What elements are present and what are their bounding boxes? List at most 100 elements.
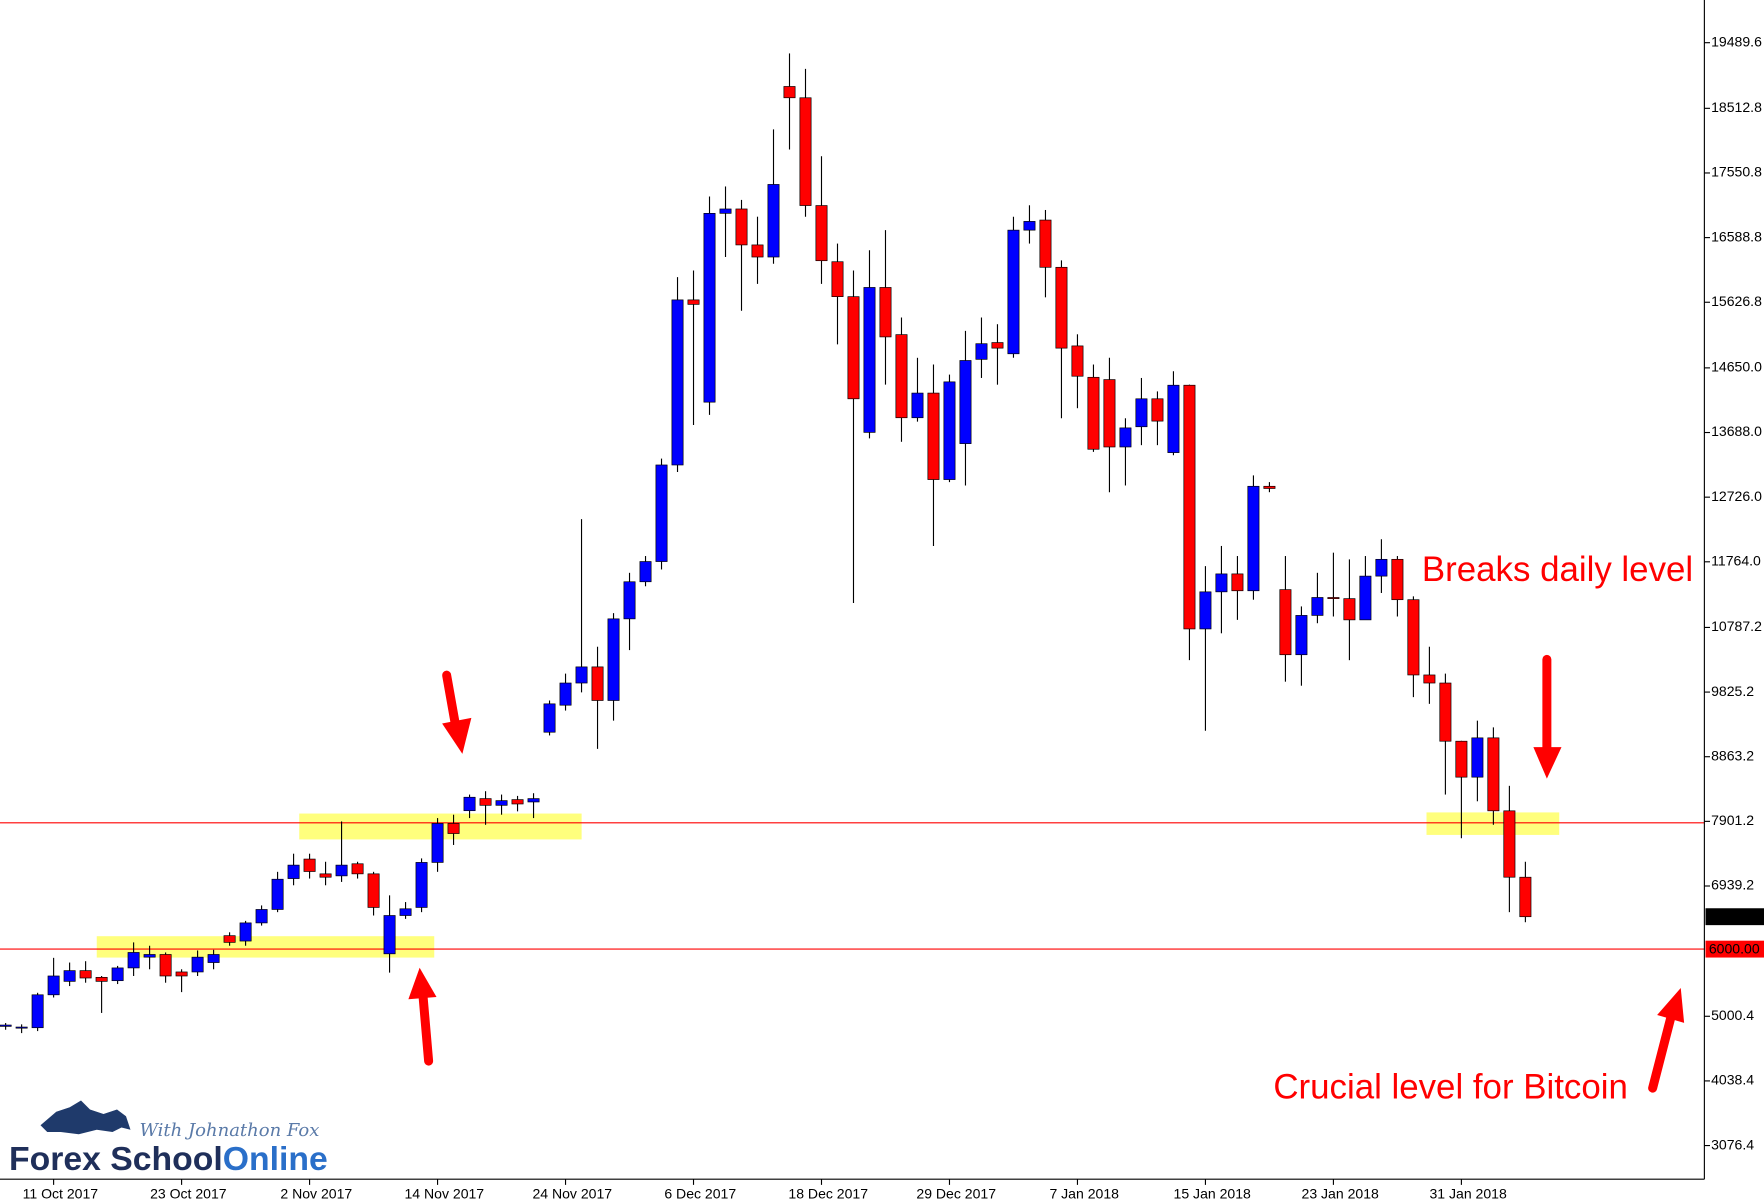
y-tick-label: 7901.2 (1711, 812, 1754, 828)
candle-body (1519, 876, 1532, 918)
candle-body (463, 796, 476, 812)
arrow-head (408, 967, 437, 1000)
candle-body (431, 823, 444, 863)
candle-body (527, 798, 540, 803)
y-tick-label: 8863.2 (1711, 747, 1754, 763)
x-tick-label: 7 Jan 2018 (1049, 1186, 1119, 1202)
arrow-head (1533, 747, 1562, 779)
candle-body (287, 864, 300, 879)
y-tick-label: 14650.0 (1711, 359, 1762, 375)
y-tick-label: 6939.2 (1711, 877, 1754, 893)
candle-body (879, 287, 892, 338)
x-tick-label: 2 Nov 2017 (280, 1186, 352, 1202)
y-tick-label: 10787.2 (1711, 618, 1762, 634)
y-tick-label: 16588.8 (1711, 228, 1762, 244)
candle-body (1071, 345, 1084, 377)
candle-body (255, 909, 268, 924)
candle-body (111, 967, 124, 982)
candle-body (1119, 427, 1132, 448)
candle-body (495, 800, 508, 806)
candle-body (63, 970, 76, 982)
logo-tagline: With Johnathon Fox (139, 1120, 319, 1141)
x-tick-label: 24 Nov 2017 (532, 1186, 612, 1202)
candle-body (591, 666, 604, 701)
candle-body (1311, 597, 1324, 616)
candle-body (79, 970, 92, 979)
candle-body (543, 703, 556, 733)
candle-body (1007, 229, 1020, 355)
candle-body (1087, 376, 1100, 450)
candle-body (1503, 810, 1516, 878)
candle-body (175, 971, 188, 977)
candle-body (223, 935, 236, 943)
candle-body (1039, 219, 1052, 268)
candle-body (1455, 740, 1468, 778)
candle-body (415, 862, 428, 908)
candle-body (1167, 384, 1180, 453)
candle-body (1439, 682, 1452, 742)
arrow (418, 991, 434, 1066)
candle-body (655, 464, 668, 562)
candle-body (1423, 674, 1436, 684)
y-tick-label: 15626.8 (1711, 293, 1762, 309)
x-tick-label: 23 Oct 2017 (150, 1186, 227, 1202)
candle-body (959, 360, 972, 444)
candle-body (719, 208, 732, 214)
y-tick-label: 9825.2 (1711, 683, 1754, 699)
candle-body (911, 392, 924, 419)
candle-body (335, 864, 348, 877)
candle-body (559, 682, 572, 706)
candle-body (1151, 398, 1164, 422)
candle-body (943, 381, 956, 480)
level-label-box (1705, 940, 1764, 958)
candle-body (607, 618, 620, 701)
candle-body (735, 208, 748, 246)
candle-body (863, 287, 876, 433)
candle-body (511, 799, 524, 805)
candle-body (239, 922, 252, 942)
candle-body (1263, 485, 1276, 489)
y-tick-label: 11764.0 (1711, 553, 1761, 569)
x-tick-label: 29 Dec 2017 (916, 1186, 996, 1202)
candle-body (399, 908, 412, 916)
candle-body (1183, 384, 1196, 630)
arrow (1648, 1013, 1676, 1093)
candle-body (927, 392, 940, 480)
last-price-box (1705, 908, 1764, 926)
x-tick-label: 23 Jan 2018 (1302, 1186, 1380, 1202)
candle-body (0, 1024, 12, 1027)
candle-body (991, 342, 1004, 349)
x-tick-label: 31 Jan 2018 (1429, 1186, 1507, 1202)
highlight-zones (96, 812, 1560, 958)
candle-body (1247, 485, 1260, 592)
candle-body (1103, 379, 1116, 448)
candle-body (367, 873, 380, 908)
candle-body (1343, 598, 1356, 621)
candle-body (1295, 615, 1308, 656)
last-price-label: 6482.29 (1709, 908, 1760, 924)
candle-body (1487, 737, 1500, 812)
candle-body (95, 976, 108, 982)
candle-body (623, 581, 636, 620)
candle-body (1391, 558, 1404, 601)
candle-body (1471, 737, 1484, 778)
arrow-head (442, 717, 472, 754)
candle-body (1279, 589, 1292, 656)
candle-body (351, 863, 364, 875)
candle-body (575, 666, 588, 684)
y-tick-label: 13688.0 (1711, 423, 1762, 439)
y-tick-label: 12726.0 (1711, 488, 1762, 504)
candle-body (799, 97, 812, 206)
candle-body (383, 915, 396, 955)
candle-body (271, 878, 284, 910)
y-tick-label: 5000.4 (1711, 1007, 1754, 1023)
candle-body (687, 299, 700, 305)
logo-brand: Forex SchoolOnline (9, 1140, 328, 1178)
logo: With Johnathon Fox Forex SchoolOnline (9, 1100, 328, 1178)
x-tick-label: 11 Oct 2017 (23, 1186, 99, 1202)
annotation: Breaks daily level (1422, 550, 1693, 589)
candle-body (1135, 398, 1148, 428)
highlight-zone (96, 936, 435, 958)
y-tick-label: 4038.4 (1711, 1072, 1754, 1088)
